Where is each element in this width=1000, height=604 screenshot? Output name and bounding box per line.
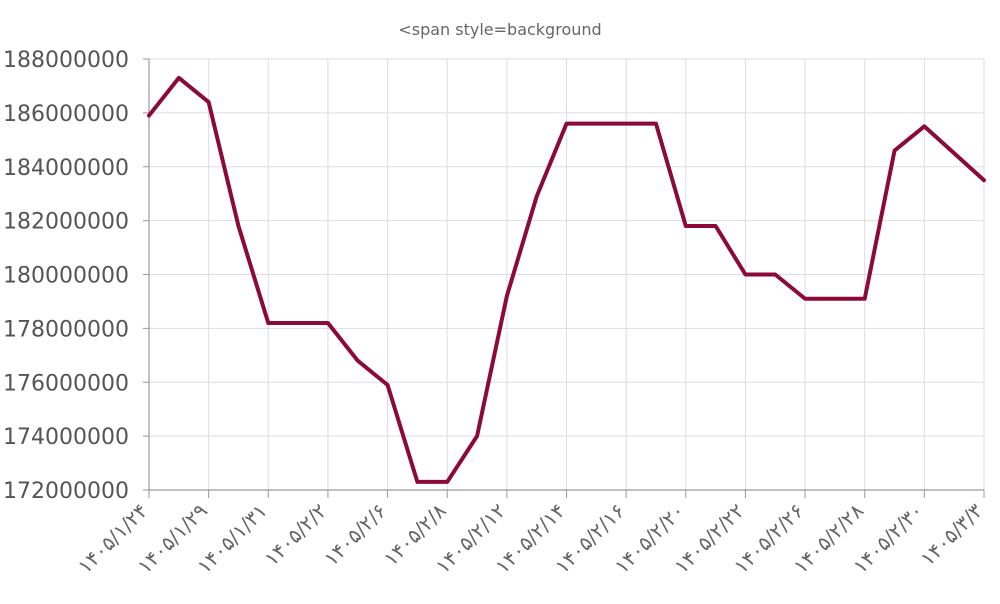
data-point [178, 77, 179, 78]
y-tick-label: 182000000 [3, 210, 129, 235]
data-point [208, 102, 209, 103]
data-point [357, 360, 358, 361]
y-tick-label: 172000000 [3, 479, 129, 504]
chart-title: <span style=background [398, 20, 602, 39]
data-point [685, 226, 686, 227]
y-tick-label: 188000000 [3, 48, 129, 73]
data-point [864, 298, 865, 299]
data-point [775, 274, 776, 275]
axis-layer [143, 58, 985, 498]
data-point [596, 123, 597, 124]
y-tick-label: 186000000 [3, 102, 129, 127]
data-point [715, 226, 716, 227]
data-point [238, 226, 239, 227]
data-point [387, 384, 388, 385]
data-point [745, 274, 746, 275]
data-point [834, 298, 835, 299]
x-tick-label: ۱۴۰۵/۳/۳ [915, 498, 987, 570]
data-point [566, 123, 567, 124]
series-layer [147, 75, 986, 484]
data-point [417, 481, 418, 482]
x-tick-label: ۱۴۰۵/۲/۶ [319, 499, 391, 571]
data-point [984, 180, 985, 181]
y-tick-label: 178000000 [3, 317, 129, 342]
data-point [655, 123, 656, 124]
data-point [447, 481, 448, 482]
y-tick-label: 180000000 [3, 264, 129, 289]
y-tick-label: 184000000 [3, 156, 129, 181]
data-point [894, 150, 895, 151]
y-tick-label: 174000000 [3, 425, 129, 450]
x-tick-label: ۱۴۰۵/۲/۲ [259, 499, 331, 571]
data-point [805, 298, 806, 299]
data-point [327, 322, 328, 323]
data-point [954, 153, 955, 154]
data-point [626, 123, 627, 124]
grid-layer [148, 58, 985, 491]
label-layer: 172000000 174000000 176000000 178000000 1800… [3, 48, 988, 578]
data-point [506, 296, 507, 297]
series-line [147, 75, 986, 484]
y-tick-label: 176000000 [3, 371, 129, 396]
data-point [477, 436, 478, 437]
data-point [149, 115, 150, 116]
data-point [298, 322, 299, 323]
data-point [924, 126, 925, 127]
data-point [536, 196, 537, 197]
data-point [268, 322, 269, 323]
